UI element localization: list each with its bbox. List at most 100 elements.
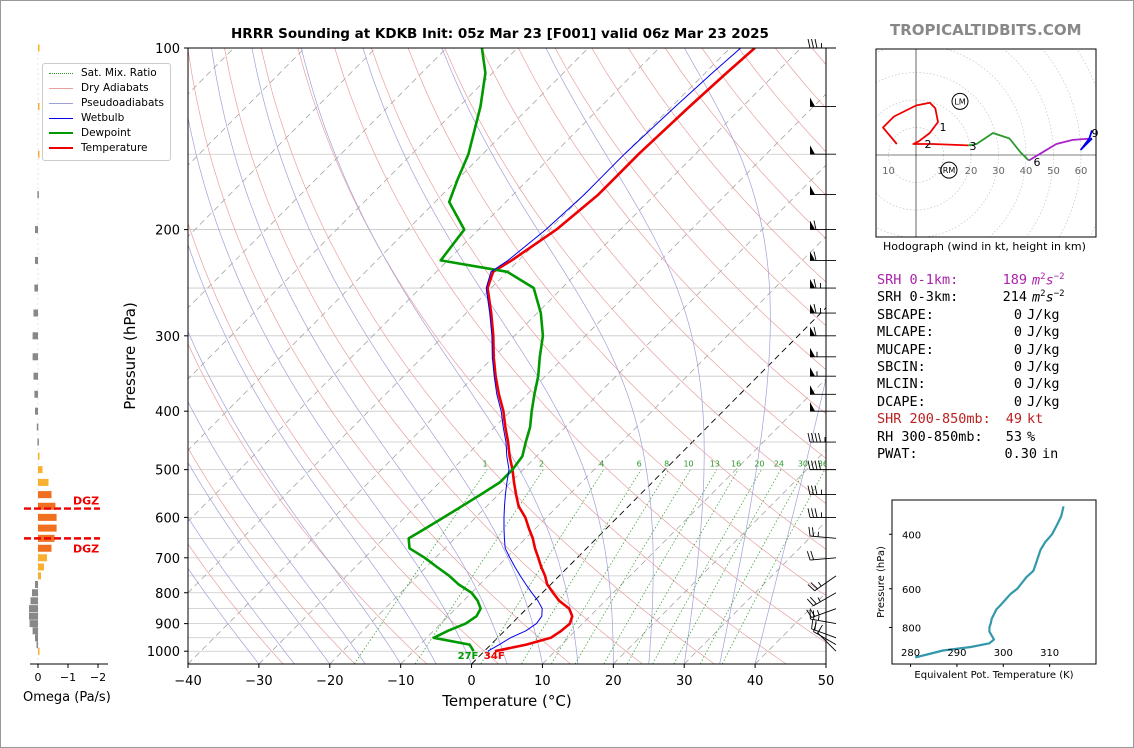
index-value: 0 [1013,393,1022,410]
barb-staff [813,592,837,607]
hodograph-ring [696,0,1134,375]
omega-bar [38,466,43,474]
skewt-background: 1 2 4 6 8 10 13 16 20 24 30 36 [0,48,826,664]
barb-flag [806,551,811,561]
legend-entry-dry-adiabats: Dry Adiabats [49,81,149,95]
omega-bar [30,597,38,605]
y-tick-label: 1000 [147,645,180,660]
barb-flag [811,460,814,470]
wind-barb [811,619,837,639]
barb-flag [813,278,817,289]
hodograph-frame [875,48,1097,238]
omega-bar [32,353,38,361]
hodograph-title: Hodograph (wind in kt, height in km) [883,240,1086,253]
barb-flag [807,584,816,592]
omega-bar [35,256,38,264]
omega-bar [29,620,38,628]
omega-bar [35,580,38,588]
barb-flag [808,526,811,537]
x-tick-label: −40 [174,674,201,689]
isotherm-line [188,48,305,166]
pseudoadiabat [188,115,472,664]
barb-flag [814,620,817,631]
index-unit: J/kg [1027,341,1060,358]
pseudoadiabat [211,48,508,664]
omega-bar [37,191,39,199]
storm-motion-label: LM [954,97,965,106]
pseudoadiabat [545,48,705,664]
hodograph-segment [1080,130,1093,151]
omega-bar [38,544,52,552]
index-unit: % [1027,428,1036,445]
isotherm-line [542,378,826,664]
barb-half-flag [817,615,820,621]
barb-flag [810,550,815,560]
index-label: DCAPE: [877,393,926,410]
barb-staff [810,535,837,539]
theta-e-x-tick-label: 310 [1040,648,1059,659]
pseudoadiabat [754,376,826,664]
omega-bar [38,524,57,532]
index-value: 49 [1005,411,1022,428]
pseudoadiabat [188,461,331,664]
wind-barb [806,550,837,561]
omega-bar [38,502,56,510]
wind-barb [810,385,836,395]
barb-flag [814,485,818,495]
index-unit: in [1042,446,1059,462]
isotherm-line [188,48,447,309]
barb-flag [811,527,815,537]
dry-adiabat [664,48,826,240]
hodograph-segment [882,101,969,147]
wind-barb [807,460,836,471]
barb-pennant [810,279,815,289]
barb-flag [810,582,818,590]
omega-bar [38,452,40,460]
omega-bar [33,309,38,317]
omega-bar [34,284,38,292]
wind-barbs [806,38,837,652]
barb-flag [806,598,814,607]
omega-bar [38,102,40,110]
storm-motion-label: RM [943,166,956,175]
barb-flag [807,38,811,49]
omega-bar [38,150,40,158]
wind-barb [810,97,836,107]
isotherm-line [188,48,376,238]
wind-barb [810,347,836,358]
theta-e-line [914,506,1065,659]
omega-bar [36,641,38,649]
wind-barb [810,220,836,231]
mixing-ratio-line [550,469,669,664]
barb-flag [811,508,814,518]
index-unit: m2s−2 [1032,272,1065,289]
dry-adiabat [224,48,643,664]
barb-staff [811,608,837,618]
index-value: 189 [1002,272,1027,288]
isotherm-line [613,449,826,664]
theta-e-y-tick-label: 800 [902,623,921,634]
barb-flag [814,508,818,518]
mixing-ratio-line [480,469,605,664]
omega-bar [38,44,40,52]
mixing-ratio-label: 16 [731,460,741,469]
omega-bar [37,438,39,446]
wind-barb [810,278,836,289]
pseudoadiabat [362,48,614,664]
wind-barb [810,145,836,155]
pseudoadiabat [251,48,543,664]
isotherm-line [471,307,826,664]
omega-bar [38,647,40,655]
hodograph-ring-label: 60 [1075,166,1088,177]
barb-pennant [810,185,815,195]
index-value: 0 [1013,306,1022,323]
x-tick-label: −10 [387,674,414,689]
hodograph-ring-label: 10 [882,166,895,177]
isotherm-line [0,48,92,664]
mixing-ratio-label: 1 [483,460,488,469]
dry-adiabat [188,48,571,664]
dry-adiabat [775,48,826,109]
skewt-data [407,48,756,653]
x-tick-label: 30 [676,674,693,689]
y-axis-label: Pressure (hPa) [121,302,139,410]
